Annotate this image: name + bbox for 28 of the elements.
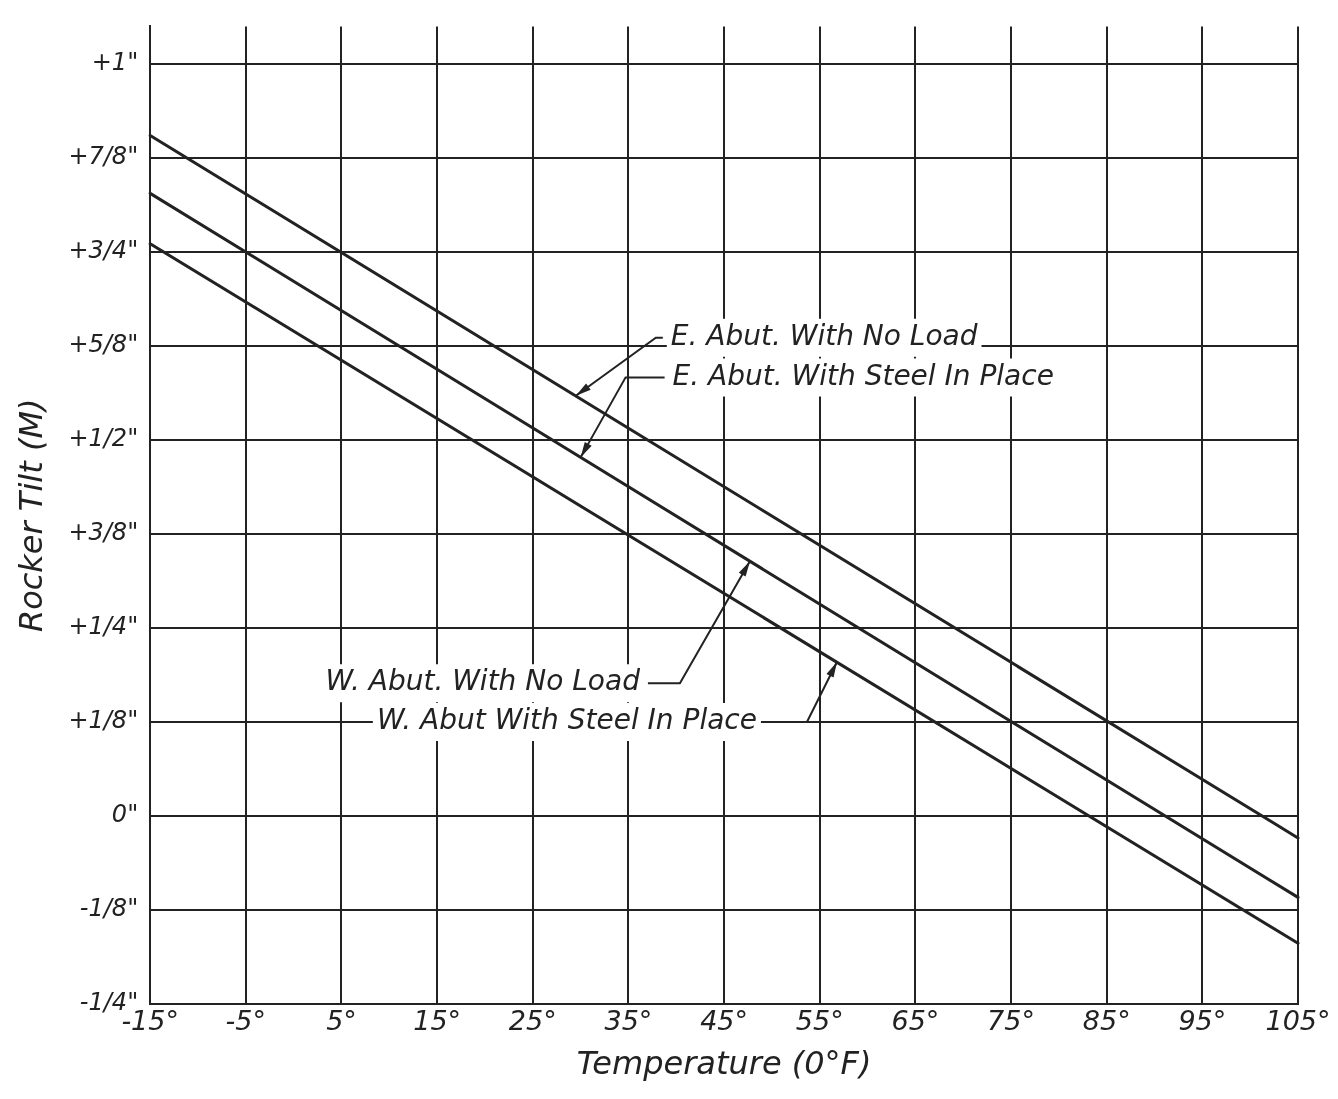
annotation: W. Abut With Steel In Place xyxy=(376,703,757,737)
x-tick-label: 75° xyxy=(987,1005,1035,1037)
y-tick-label: +3/4" xyxy=(68,236,139,265)
y-tick-label: +5/8" xyxy=(68,330,139,359)
x-tick-label: 15° xyxy=(413,1005,462,1037)
annotation: W. Abut. With No Load xyxy=(325,664,641,698)
x-tick-label: 55° xyxy=(795,1005,844,1037)
y-tick-label: +1" xyxy=(91,48,139,77)
x-axis-title: Temperature (0°F) xyxy=(576,1044,872,1083)
x-tick-label: 35° xyxy=(604,1005,653,1037)
y-tick-label: 0" xyxy=(111,800,139,829)
x-tick-label: -5° xyxy=(225,1005,267,1037)
y-tick-label: +3/8" xyxy=(68,518,139,547)
y-tick-label: +1/2" xyxy=(68,424,139,453)
y-tick-label: -1/8" xyxy=(79,894,139,923)
x-tick-label: 85° xyxy=(1082,1005,1131,1037)
y-tick-label: +1/4" xyxy=(68,612,139,641)
x-tick-label: 5° xyxy=(326,1005,357,1037)
x-tick-label: 65° xyxy=(891,1005,940,1037)
x-tick-label: 45° xyxy=(700,1005,749,1037)
x-tick-label: 95° xyxy=(1178,1005,1227,1037)
y-tick-label: +1/8" xyxy=(68,706,139,735)
y-axis-title: Rocker Tilt (M) xyxy=(11,398,50,633)
annotation: E. Abut. With Steel In Place xyxy=(672,358,1054,392)
x-tick-label: 25° xyxy=(508,1005,557,1037)
annotation: E. Abut. With No Load xyxy=(670,318,978,352)
y-tick-label: +7/8" xyxy=(68,142,139,171)
x-tick-label: 105° xyxy=(1265,1005,1331,1037)
